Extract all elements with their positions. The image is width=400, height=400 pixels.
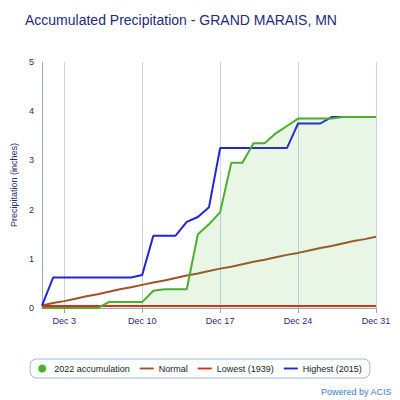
svg-text:Dec 24: Dec 24 — [284, 316, 313, 326]
svg-text:Normal: Normal — [159, 364, 188, 374]
svg-text:3: 3 — [29, 155, 34, 165]
svg-text:0: 0 — [29, 303, 34, 313]
svg-text:Lowest (1939): Lowest (1939) — [217, 364, 274, 374]
svg-text:2: 2 — [29, 205, 34, 215]
svg-text:4: 4 — [29, 106, 34, 116]
svg-text:Dec 10: Dec 10 — [128, 316, 157, 326]
svg-text:Powered by ACIS: Powered by ACIS — [321, 387, 392, 397]
svg-text:Dec 31: Dec 31 — [362, 316, 391, 326]
svg-text:1: 1 — [29, 254, 34, 264]
svg-text:Dec 3: Dec 3 — [53, 316, 77, 326]
svg-text:Precipitation (inches): Precipitation (inches) — [9, 143, 19, 227]
svg-text:Dec 17: Dec 17 — [206, 316, 235, 326]
svg-text:Accumulated Precipitation - GR: Accumulated Precipitation - GRAND MARAIS… — [25, 12, 337, 28]
svg-text:Highest (2015): Highest (2015) — [303, 364, 362, 374]
svg-text:5: 5 — [29, 57, 34, 67]
svg-text:2022 accumulation: 2022 accumulation — [54, 364, 130, 374]
